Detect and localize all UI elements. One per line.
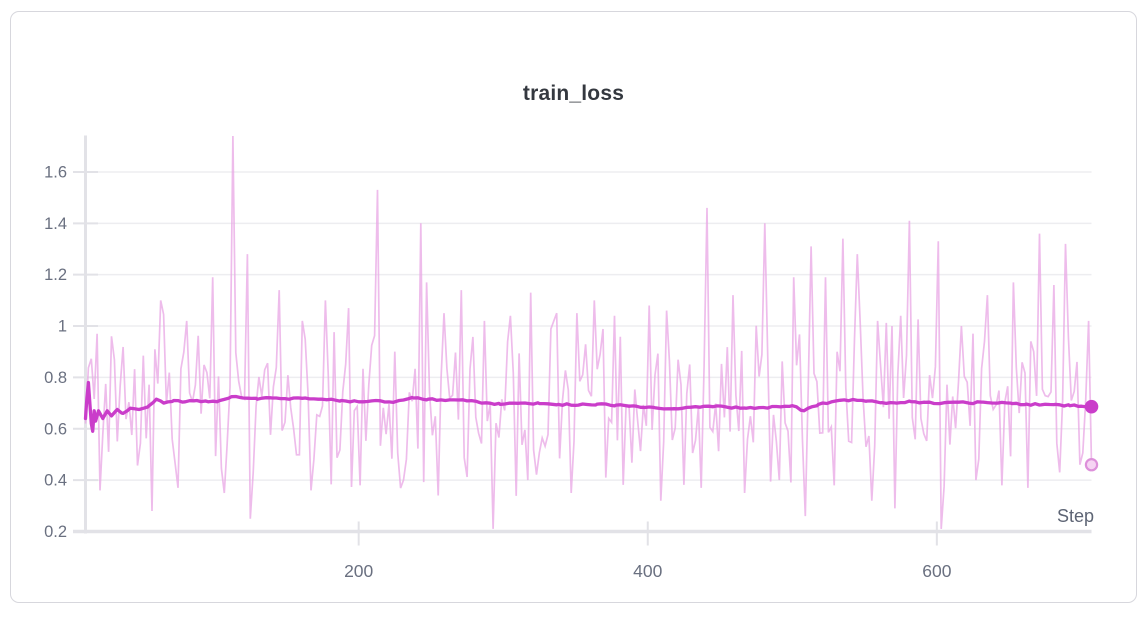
smoothed-end-point[interactable] <box>1084 399 1099 414</box>
y-tick-label: 1 <box>58 318 67 336</box>
x-tick-label: 400 <box>633 561 662 581</box>
y-tick-label: 0.2 <box>44 523 67 541</box>
run-chart-panel: train_loss 0.2 0.4 0.6 0.8 1 1.2 1.4 1.6 200 400 6… <box>10 11 1137 603</box>
x-axis-label: Step <box>1056 506 1094 526</box>
train-loss-chart[interactable]: 0.2 0.4 0.6 0.8 1 1.2 1.4 1.6 200 400 600 Step <box>11 12 1136 602</box>
raw-loss-line <box>84 135 1093 529</box>
y-tick-label: 1.6 <box>44 163 67 181</box>
x-tick-label: 600 <box>922 561 951 581</box>
chart-title: train_loss <box>522 82 625 105</box>
y-tick-label: 0.6 <box>44 420 67 438</box>
y-tick-label: 0.8 <box>44 369 67 387</box>
chart-canvas: 0.2 0.4 0.6 0.8 1 1.2 1.4 1.6 200 400 600 <box>44 135 1099 581</box>
y-tick-label: 0.4 <box>44 472 67 490</box>
x-tick-label: 200 <box>344 561 373 581</box>
raw-end-point[interactable] <box>1084 458 1099 472</box>
smoothed-loss-line <box>83 380 1094 433</box>
y-tick-label: 1.4 <box>44 215 67 233</box>
y-tick-label: 1.2 <box>44 266 67 284</box>
